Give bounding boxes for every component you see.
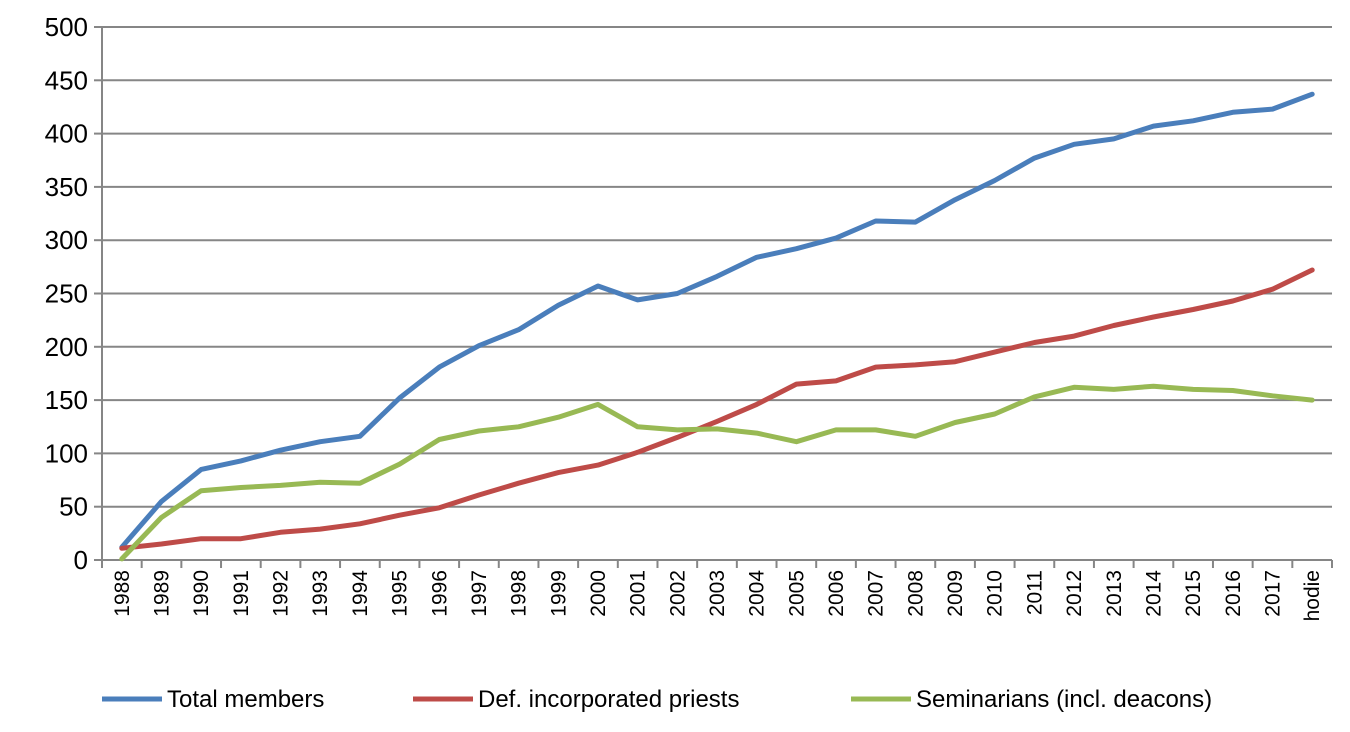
x-tick-label: 2010 (984, 570, 1007, 617)
legend-label: Seminarians (incl. deacons) (916, 686, 1212, 713)
y-tick-label: 450 (45, 65, 88, 95)
y-tick-label: 100 (45, 438, 88, 468)
y-tick-label: 500 (45, 12, 88, 42)
x-tick-label: 2005 (785, 570, 808, 617)
x-tick-label: 1995 (389, 570, 412, 617)
x-tick-label: 2001 (627, 570, 650, 617)
x-axis-ticks: 1988 1989 1990 1991 1992 1993 1994 1995 1996 1997… (101, 560, 1333, 621)
x-tick-label: 2009 (944, 570, 967, 617)
x-tick-label: 2000 (587, 570, 610, 617)
y-tick-label: 50 (59, 492, 88, 522)
x-tick-label: hodie (1301, 570, 1324, 621)
legend: Total members Def. incorporated priests Se… (102, 686, 1212, 713)
x-tick-label: 2004 (746, 570, 769, 617)
y-axis-ticks: 0 50 100 150 200 250 300 350 400 450 500 (45, 12, 102, 575)
series-line-1 (119, 267, 1315, 551)
x-tick-label: 1988 (111, 570, 134, 617)
x-tick-label: 2017 (1261, 570, 1284, 617)
x-tick-label: 2003 (706, 570, 729, 617)
y-tick-label: 350 (45, 172, 88, 202)
y-tick-label: 300 (45, 225, 88, 255)
x-tick-label: 2006 (825, 570, 848, 617)
x-tick-label: 2013 (1103, 570, 1126, 617)
x-tick-label: 1990 (190, 570, 213, 617)
x-tick-label: 2011 (1023, 570, 1046, 615)
x-tick-label: 1991 (230, 570, 253, 617)
x-tick-label: 2012 (1063, 570, 1086, 617)
x-tick-label: 1994 (349, 570, 372, 617)
y-tick-label: 200 (45, 332, 88, 362)
x-tick-label: 1997 (468, 570, 491, 617)
x-tick-label: 2007 (865, 570, 888, 617)
axes (101, 27, 1332, 561)
series-line-2 (119, 383, 1315, 562)
series-lines (119, 91, 1315, 562)
x-tick-label: 1998 (508, 570, 531, 617)
gridlines (102, 26, 1332, 508)
y-tick-label: 400 (45, 119, 88, 149)
x-tick-label: 1999 (547, 570, 570, 617)
x-tick-label: 2002 (666, 570, 689, 617)
x-tick-label: 1993 (309, 570, 332, 617)
x-tick-label: 1996 (428, 570, 451, 617)
series-line-0 (119, 91, 1315, 550)
legend-label: Total members (167, 686, 324, 713)
x-tick-label: 2015 (1182, 570, 1205, 617)
y-tick-label: 0 (74, 545, 88, 575)
y-tick-label: 250 (45, 279, 88, 309)
legend-label: Def. incorporated priests (478, 686, 739, 713)
y-tick-label: 150 (45, 385, 88, 415)
x-tick-label: 2008 (904, 570, 927, 617)
x-tick-label: 1989 (151, 570, 174, 617)
x-tick-label: 2014 (1142, 570, 1165, 617)
x-tick-label: 1992 (270, 570, 293, 617)
x-tick-label: 2016 (1222, 570, 1245, 617)
